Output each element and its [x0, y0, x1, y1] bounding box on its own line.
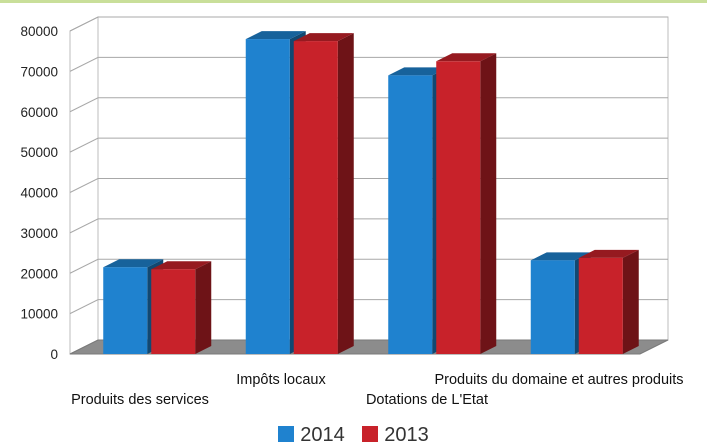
bar-front [245, 39, 290, 354]
y-axis-ticks: 0 10000 20000 30000 40000 50000 60000 70000 8000… [20, 24, 58, 362]
bar-2013-2 [436, 53, 497, 354]
legend-swatch-2013 [362, 426, 379, 442]
bar-top [293, 33, 354, 42]
legend-item-2014: 2014 [278, 424, 345, 447]
x-axis-label: Dotations de L'Etat [366, 392, 488, 408]
x-axis-labels: Produits des services Impôts locaux Dotati… [71, 372, 683, 408]
y-tick-label: 30000 [20, 226, 58, 241]
bar-front [530, 260, 575, 354]
bar-top [436, 53, 497, 62]
bar-2013-0 [151, 261, 212, 354]
bar-top [388, 67, 449, 76]
bar-front [151, 269, 196, 354]
gridline [69, 16, 668, 32]
bar-front [578, 257, 623, 354]
top-accent-rule [0, 0, 707, 3]
bar-chart: 0 10000 20000 30000 40000 50000 60000 70000 8000… [20, 16, 684, 408]
y-tick-label: 80000 [20, 24, 58, 39]
bar-front [103, 267, 148, 354]
bar-top [151, 261, 212, 270]
x-axis-label: Impôts locaux [236, 372, 326, 388]
y-tick-label: 20000 [20, 266, 58, 281]
y-tick-label: 70000 [20, 64, 58, 79]
y-tick-label: 50000 [20, 145, 58, 160]
y-tick-label: 60000 [20, 105, 58, 120]
y-tick-label: 0 [50, 347, 58, 362]
x-axis-label: Produits du domaine et autres produits [434, 372, 683, 388]
legend-label-2013: 2013 [384, 424, 429, 446]
bar-side [480, 53, 497, 354]
bar-top [245, 31, 306, 40]
chart-legend: 2014 2013 [0, 424, 707, 447]
bar-2013-1 [293, 33, 354, 354]
bar-top [530, 252, 591, 261]
chart-bars [103, 31, 639, 354]
bar-side [195, 261, 212, 354]
bar-front [293, 41, 338, 354]
legend-label-2014: 2014 [300, 424, 345, 446]
bar-top [103, 259, 164, 268]
y-tick-label: 10000 [20, 307, 58, 322]
bar-2013-3 [578, 249, 639, 354]
y-tick-label: 40000 [20, 186, 58, 201]
x-axis-label: Produits des services [71, 392, 209, 408]
bar-top [578, 249, 639, 258]
bar-side [337, 33, 354, 354]
bar-front [436, 61, 481, 354]
legend-item-2013: 2013 [362, 424, 429, 447]
bar-side [622, 249, 639, 354]
bar-front [388, 75, 433, 354]
legend-swatch-2014 [278, 426, 295, 442]
